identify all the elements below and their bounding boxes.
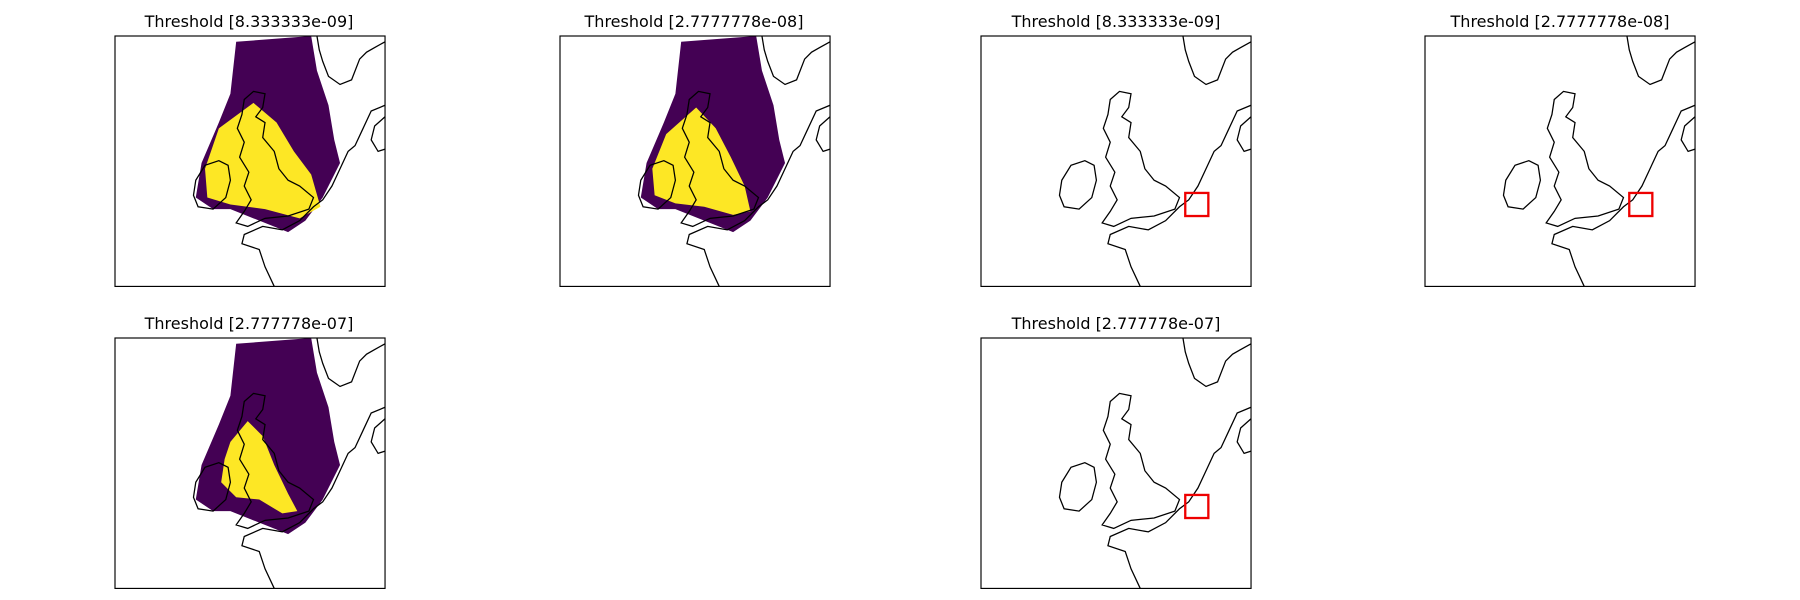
- panel: Threshold [8.333333e-09]: [980, 12, 1252, 288]
- panel: Threshold [2.7777778e-08]: [559, 12, 831, 288]
- panel-title: Threshold [2.7777778e-08]: [1450, 12, 1670, 31]
- panel: Threshold [8.333333e-09]: [114, 12, 386, 288]
- panel-title: Threshold [8.333333e-09]: [144, 12, 354, 31]
- panel-title: Threshold [2.777778e-07]: [144, 314, 354, 333]
- panel: Threshold [2.777778e-07]: [114, 314, 386, 590]
- panel-title: Threshold [8.333333e-09]: [1011, 12, 1221, 31]
- panel-title: Threshold [2.7777778e-08]: [584, 12, 804, 31]
- panel: Threshold [2.7777778e-08]: [1424, 12, 1696, 288]
- panel-title: Threshold [2.777778e-07]: [1011, 314, 1221, 333]
- panel: Threshold [2.777778e-07]: [980, 314, 1252, 590]
